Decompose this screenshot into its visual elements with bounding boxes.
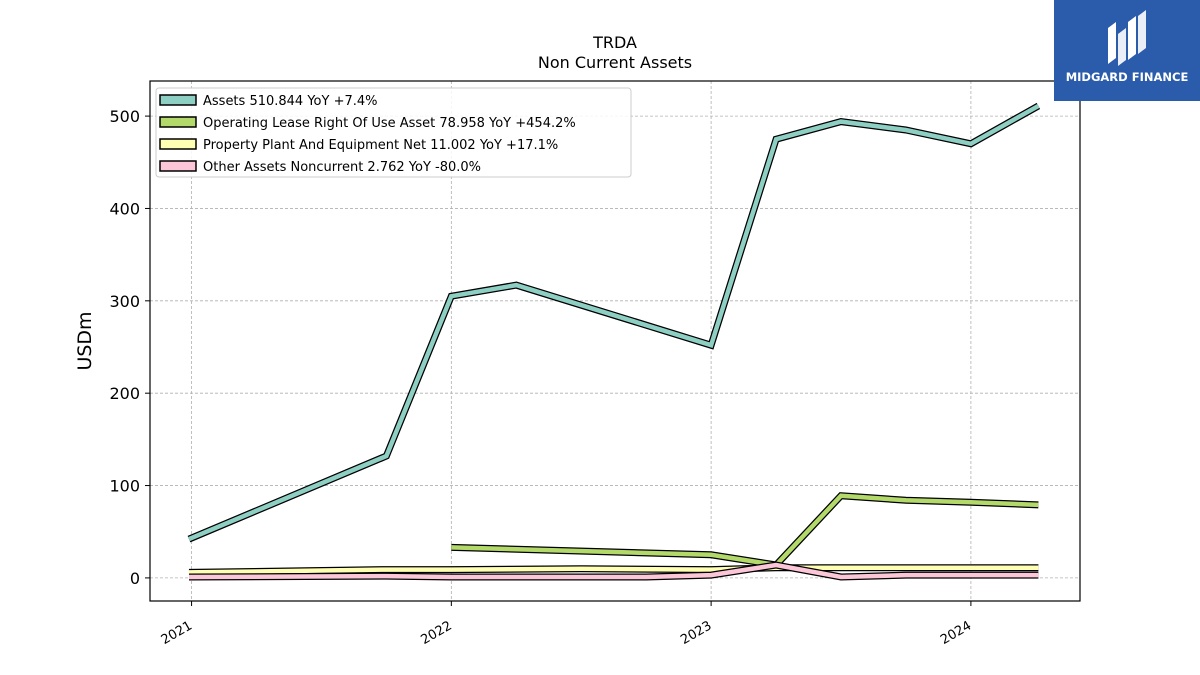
legend-label: Other Assets Noncurrent 2.762 YoY -80.0%	[203, 160, 481, 175]
x-tick-label: 2022	[419, 618, 455, 648]
legend: Assets 510.844 YoY +7.4% Operating Lease …	[155, 87, 632, 178]
logo-mark-icon	[1108, 10, 1146, 66]
legend-label: Assets 510.844 YoY +7.4%	[203, 94, 378, 109]
legend-label: Property Plant And Equipment Net 11.002 …	[203, 138, 558, 153]
chart-subtitle: Non Current Assets	[538, 53, 692, 72]
y-tick-label: 100	[109, 477, 140, 496]
chart-title: TRDA	[592, 33, 637, 52]
logo-text: MIDGARD FINANCE	[1065, 70, 1189, 84]
legend-box	[155, 87, 632, 178]
x-tick-label: 2021	[159, 618, 195, 648]
legend-swatch	[159, 160, 197, 172]
series-line	[451, 493, 1039, 568]
y-tick-label: 400	[109, 199, 140, 218]
series-line-outline	[451, 492, 1039, 569]
x-tick-label: 2024	[938, 618, 974, 648]
series-line	[188, 562, 1039, 580]
x-tick-label: 2023	[678, 618, 714, 648]
legend-swatch	[159, 94, 197, 106]
y-tick-label: 300	[109, 292, 140, 311]
series-line	[188, 103, 1040, 542]
legend-label: Operating Lease Right Of Use Asset 78.95…	[203, 116, 576, 131]
y-tick-label: 0	[130, 569, 140, 588]
midgard-finance-logo: MIDGARD FINANCE	[1054, 0, 1200, 101]
series-lines	[187, 102, 1041, 581]
y-axis-label: USDm	[74, 311, 96, 370]
legend-swatch	[159, 138, 197, 150]
y-tick-label: 200	[109, 384, 140, 403]
series-line	[188, 565, 1039, 575]
y-tick-label: 500	[109, 107, 140, 126]
plot-area-frame	[149, 80, 1081, 602]
legend-swatch	[159, 116, 197, 128]
